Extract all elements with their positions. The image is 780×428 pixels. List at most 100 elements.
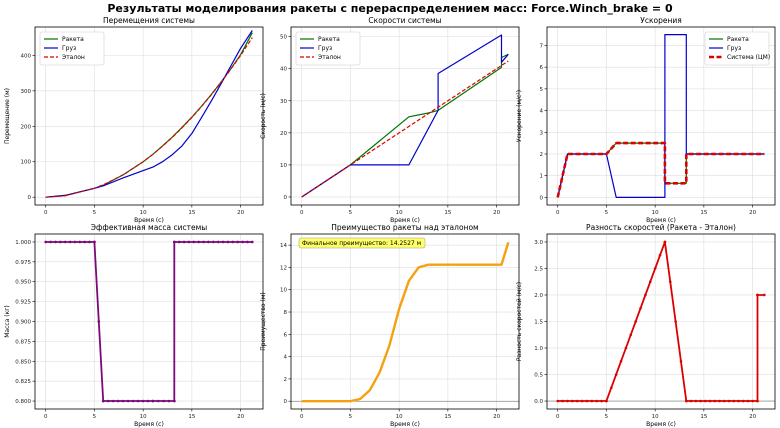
legend-label: Груз bbox=[62, 45, 76, 52]
x-tick-label: 15 bbox=[700, 414, 707, 420]
data-point bbox=[83, 240, 86, 244]
data-point bbox=[689, 399, 693, 403]
chart-title: Ускорения bbox=[640, 16, 681, 25]
data-point bbox=[663, 240, 667, 244]
data-point bbox=[173, 399, 176, 403]
series-line-ref bbox=[45, 37, 253, 198]
x-tick-label: 15 bbox=[188, 210, 195, 216]
data-point bbox=[732, 399, 736, 403]
data-point bbox=[236, 240, 239, 244]
data-point bbox=[600, 399, 603, 403]
y-tick-label: 14 bbox=[280, 243, 287, 249]
x-tick-label: 5 bbox=[93, 414, 97, 420]
x-axis-label: Время (с) bbox=[134, 421, 164, 428]
x-axis-label: Время (с) bbox=[646, 421, 676, 428]
chart-title: Перемещения системы bbox=[103, 16, 195, 25]
y-tick-label: 0.850 bbox=[15, 359, 31, 365]
data-point bbox=[97, 320, 101, 323]
x-tick-label: 20 bbox=[493, 414, 500, 420]
data-point bbox=[648, 280, 652, 284]
y-tick-label: 0.0 bbox=[534, 399, 543, 405]
x-axis-label: Время (с) bbox=[646, 217, 676, 224]
data-point bbox=[106, 399, 110, 403]
series-line-ref bbox=[556, 141, 765, 198]
data-point bbox=[59, 240, 62, 244]
x-tick-label: 10 bbox=[396, 414, 403, 420]
x-tick-label: 10 bbox=[396, 210, 403, 216]
legend-label: Груз bbox=[727, 45, 741, 52]
data-point bbox=[644, 293, 647, 297]
series-line-cargo bbox=[301, 34, 509, 198]
y-tick-label: 6 bbox=[540, 65, 544, 71]
y-tick-label: 0.5 bbox=[534, 373, 543, 379]
y-axis-label: Ускорение (м/с²) bbox=[516, 90, 523, 142]
x-tick-label: 0 bbox=[556, 414, 560, 420]
data-point bbox=[246, 240, 249, 244]
data-point bbox=[614, 373, 618, 376]
y-tick-label: 20 bbox=[280, 131, 287, 137]
x-axis-label: Время (с) bbox=[390, 421, 420, 428]
x-tick-label: 5 bbox=[605, 210, 609, 216]
y-tick-label: 0 bbox=[284, 195, 288, 201]
legend-label: Ракета bbox=[727, 36, 749, 43]
data-point bbox=[156, 399, 160, 403]
y-axis-label: Перемещение (м) bbox=[4, 88, 11, 144]
plot-frame bbox=[34, 26, 264, 206]
annotation-text: Финальное преимущество: 14.2527 м bbox=[302, 240, 421, 247]
data-point bbox=[634, 320, 637, 323]
data-point bbox=[718, 399, 721, 403]
data-point bbox=[762, 293, 766, 297]
x-tick-label: 20 bbox=[493, 210, 500, 216]
x-tick-label: 0 bbox=[44, 210, 48, 216]
data-point bbox=[146, 399, 150, 403]
x-tick-label: 20 bbox=[237, 210, 244, 216]
data-point bbox=[231, 240, 235, 244]
y-tick-label: 2.0 bbox=[534, 293, 543, 299]
y-tick-label: 10 bbox=[280, 288, 287, 294]
data-point bbox=[585, 399, 589, 403]
legend-label: Ракета bbox=[62, 36, 84, 43]
plot-frame bbox=[34, 233, 264, 410]
chart-velocity_diff: Разность скоростей (Ракета - Эталон) Врем… bbox=[516, 223, 776, 428]
data-point bbox=[566, 399, 569, 403]
x-tick-label: 20 bbox=[237, 414, 244, 420]
data-point bbox=[131, 399, 135, 403]
legend: Ракета Груз Система (ЦМ) bbox=[704, 31, 770, 66]
data-point bbox=[202, 240, 205, 244]
chart-velocity: Скорости системы Время (с) Скорость (м/с) 0… bbox=[260, 16, 520, 224]
series-line-adv bbox=[301, 242, 510, 403]
y-tick-label: 4 bbox=[284, 355, 288, 361]
data-point bbox=[136, 399, 140, 403]
y-tick-label: 100 bbox=[21, 160, 32, 166]
data-point bbox=[746, 399, 750, 403]
y-tick-label: 2 bbox=[284, 377, 288, 383]
chart-title: Скорости системы bbox=[368, 16, 441, 25]
data-point bbox=[556, 399, 560, 403]
data-point bbox=[674, 320, 677, 323]
data-point bbox=[221, 240, 225, 244]
y-axis-label: Скорость (м/с) bbox=[260, 93, 267, 139]
y-tick-label: 400 bbox=[21, 53, 32, 59]
data-point bbox=[713, 399, 717, 403]
legend: Ракета Груз Эталон bbox=[295, 31, 361, 66]
chart-title: Преимущество ракеты над эталоном bbox=[331, 223, 478, 232]
y-tick-label: 8 bbox=[284, 310, 288, 316]
y-tick-label: 6 bbox=[284, 332, 288, 338]
data-point bbox=[73, 240, 77, 244]
data-point bbox=[727, 399, 731, 403]
data-point bbox=[751, 399, 755, 403]
y-tick-label: 5 bbox=[540, 87, 544, 93]
data-point bbox=[182, 240, 186, 244]
data-point bbox=[639, 306, 642, 310]
x-tick-label: 5 bbox=[93, 210, 97, 216]
y-tick-label: 0 bbox=[540, 195, 544, 201]
y-tick-label: 0.975 bbox=[15, 260, 31, 266]
data-point bbox=[126, 399, 130, 403]
legend-label: Эталон bbox=[62, 54, 85, 61]
x-tick-label: 10 bbox=[652, 210, 659, 216]
chart-advantage: Преимущество ракеты над эталоном Время (с… bbox=[260, 223, 520, 428]
charts-area: Перемещения системы Время (с) Перемещение … bbox=[4, 16, 776, 428]
data-point bbox=[619, 359, 623, 363]
y-tick-label: 0.800 bbox=[15, 399, 31, 405]
